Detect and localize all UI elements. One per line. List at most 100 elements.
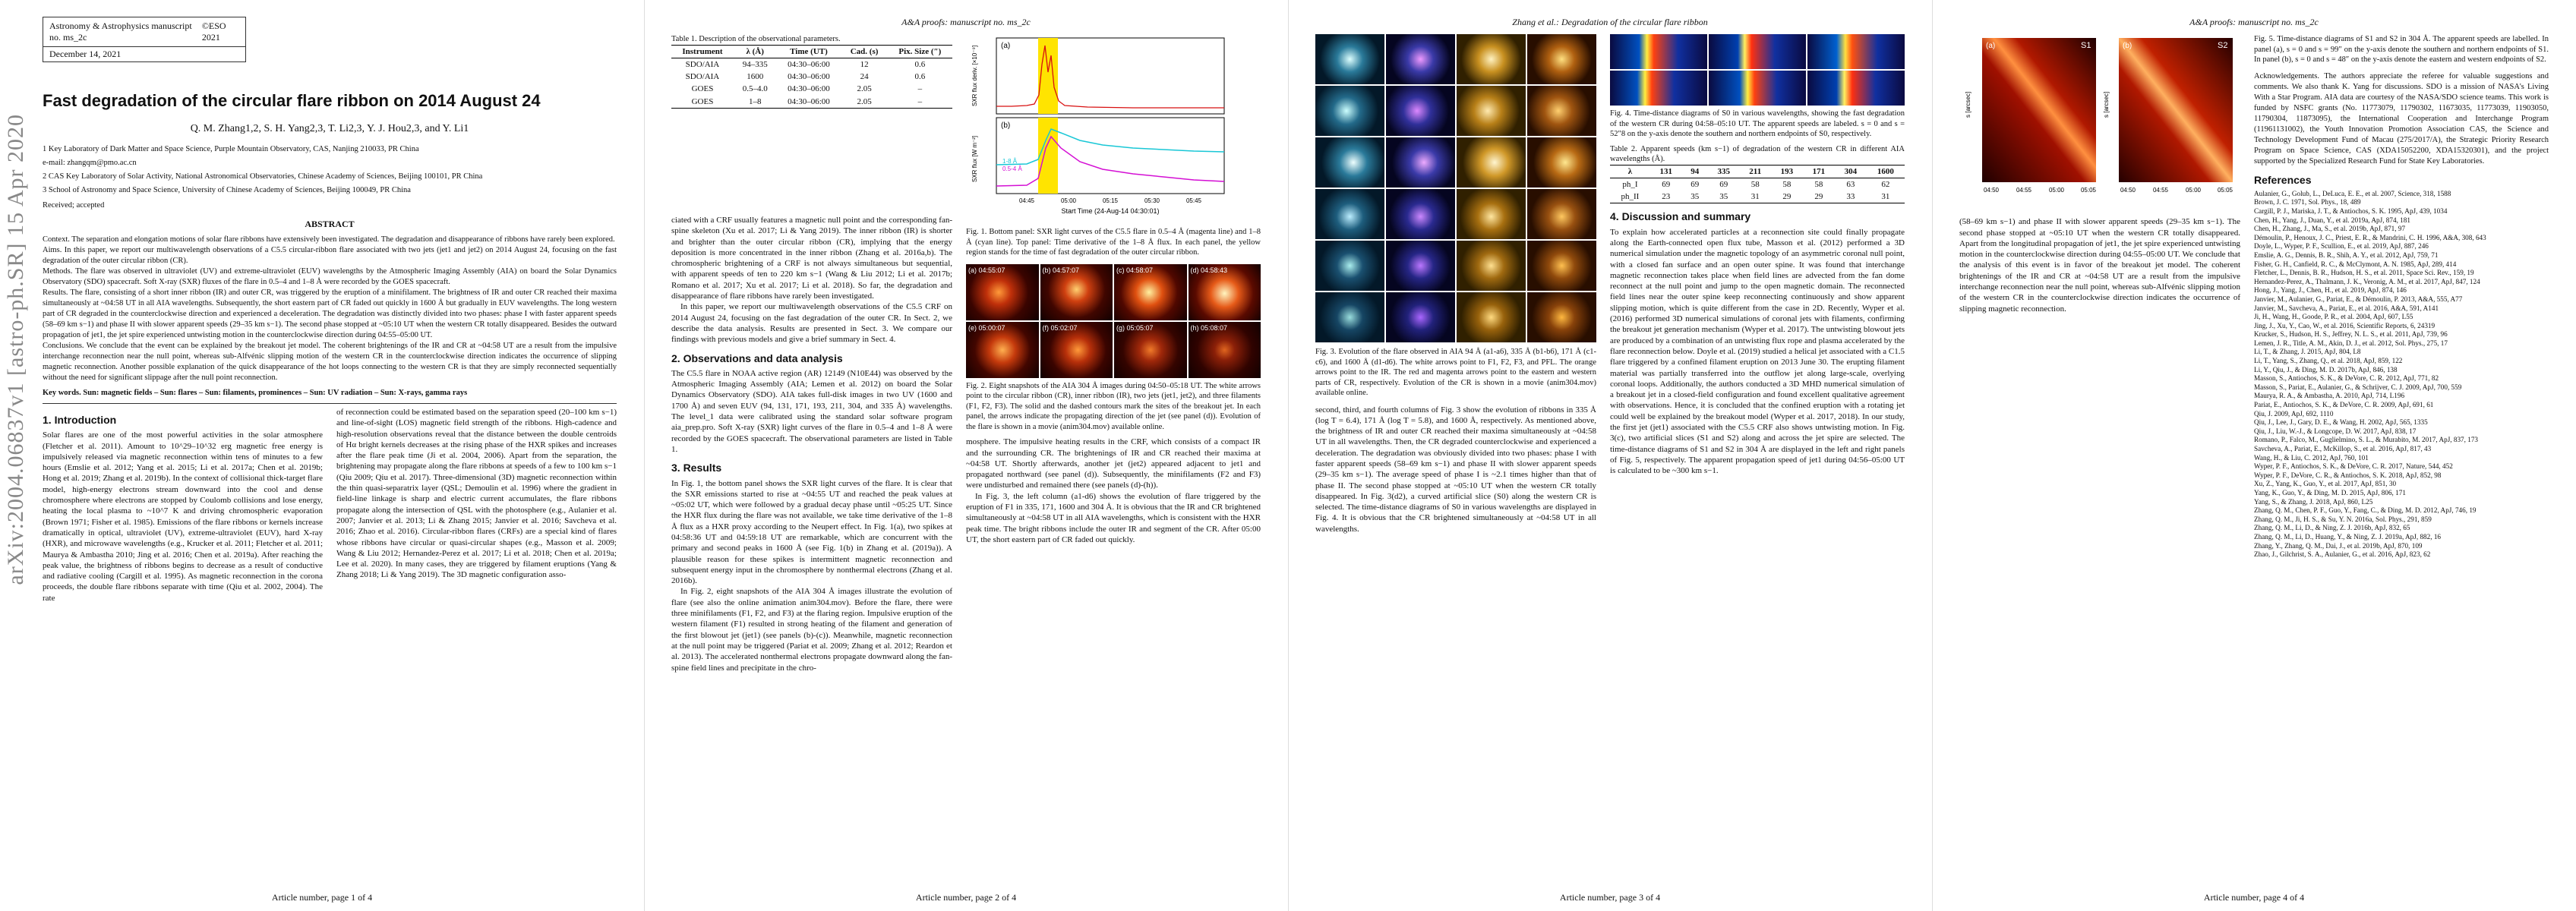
table-cell: –: [917, 84, 923, 94]
page-divider: [1288, 0, 1289, 911]
table-header: λ (Å): [733, 44, 777, 58]
fig5-xtick: 05:05: [2218, 187, 2233, 194]
table-cell: GOES: [691, 84, 714, 94]
fig1-legend-0-5-4: 0.5-4 Å: [1002, 165, 1022, 172]
reference-item: Cargill, P. J., Mariska, J. T., & Antioc…: [2254, 206, 2448, 215]
fig3-panel: [1527, 189, 1596, 239]
table-cell: ph_I: [1610, 177, 1650, 191]
table-cell: 1600: [747, 72, 764, 82]
reference-item: Krucker, S., Hudson, H. S., Jeffrey, N. …: [2254, 330, 2448, 339]
table-cell: ph_II: [1610, 191, 1650, 204]
arxiv-stamp: arXiv:2004.06837v1 [astro-ph.SR] 15 Apr …: [3, 114, 28, 585]
fig5-s1: S1: [2081, 41, 2091, 50]
table-row: GOES 1–8 04:30–06:00 2.05–: [671, 95, 952, 109]
fig3-panel: [1527, 292, 1596, 342]
p3-column-left: Fig. 3. Evolution of the flare observed …: [1315, 34, 1596, 534]
reference-item: Brown, J. C. 1971, Sol. Phys., 18, 489: [2254, 198, 2361, 206]
figure-4: [1610, 34, 1905, 106]
reference-item: Doyle, L., Wyper, P. F., Scullion, E., e…: [2254, 242, 2429, 251]
page-4: A&A proofs: manuscript no. ms_2c (a) (b)…: [1932, 0, 2576, 911]
table-cell: 0.6: [887, 57, 952, 71]
table-header: Cad. (s): [841, 44, 888, 58]
fig4-panel: [1610, 34, 1707, 69]
reference-item: Qiu, J. 2009, ApJ, 692, 1110: [2254, 409, 2334, 418]
fig2-panel: (b) 04:57:07: [1040, 263, 1113, 320]
table-cell: 62: [1866, 177, 1905, 191]
page-divider: [644, 0, 645, 911]
table-cell: 58: [1802, 177, 1835, 191]
table-cell: 31: [1866, 191, 1905, 204]
fig2-panel: (g) 05:05:07: [1114, 321, 1187, 378]
fig3-panel: [1457, 137, 1526, 188]
reference-item: Zhang, Q. M., Ji, H. S., & Su, Y. N. 201…: [2254, 515, 2432, 523]
acknowledgements: Acknowledgements. The authors appreciate…: [2254, 71, 2549, 165]
table-cell: 63: [1834, 177, 1867, 191]
fig2-panel: (e) 05:00:07: [966, 321, 1039, 378]
fig3-caption: Fig. 3. Evolution of the flare observed …: [1315, 348, 1596, 397]
abstract-conclusions: Conclusions. We conclude that the event …: [43, 342, 617, 382]
reference-item: Romano, P., Falco, M., Guglielmino, S. L…: [2254, 436, 2479, 444]
table2-caption: Table 2. Apparent speeds (km s−1) of deg…: [1610, 144, 1905, 164]
p2-column-right: (a) (b) 1-8 Å 0.5-4 Å SXR flux deriv. [×…: [966, 34, 1261, 673]
table-row: ph_I 69 69 69 58 58 58 63 62: [1610, 177, 1905, 191]
page-1: arXiv:2004.06837v1 [astro-ph.SR] 15 Apr …: [0, 0, 644, 911]
fig3-panel: [1386, 189, 1455, 239]
fig4-panel: [1807, 71, 1905, 106]
table-cell: 04:30–06:00: [788, 72, 830, 82]
reference-item: Chen, H., Yang, J., Duan, Y., et al. 201…: [2254, 216, 2410, 224]
running-header: Zhang et al.: Degradation of the circula…: [1512, 17, 1708, 27]
table-cell: 94–335: [733, 57, 777, 71]
running-header: A&A proofs: manuscript no. ms_2c: [901, 17, 1031, 27]
reference-item: Janvier, M., Savcheva, A., Pariat, E., e…: [2254, 304, 2439, 312]
table-header: 211: [1739, 164, 1771, 178]
fig3-panel: [1457, 86, 1526, 136]
p2-text-b: In this paper, we report our multiwavele…: [671, 302, 952, 345]
reference-item: Zhao, J., Gilchrist, S. A., Aulanier, G.…: [2254, 550, 2431, 559]
running-header: A&A proofs: manuscript no. ms_2c: [2189, 17, 2319, 27]
table-row: SDO/AIA 1600 04:30–06:00 24 0.6: [671, 71, 952, 83]
affiliation-1: 1 Key Laboratory of Dark Matter and Spac…: [43, 145, 419, 153]
reference-item: Wyper, P. F., DeVore, C. R., & Antiochos…: [2254, 471, 2442, 479]
reference-item: Qiu, J., Liu, W.-J., & Longcope, D. W. 2…: [2254, 427, 2417, 435]
p4-column-right: Fig. 5. Time-distance diagrams of S1 and…: [2254, 34, 2549, 560]
journal-box-date: December 14, 2021: [43, 47, 246, 62]
fig3-panel: [1527, 86, 1596, 136]
fig3-panel: [1527, 241, 1596, 291]
reference-item: Emslie, A. G., Dennis, B. R., Shih, A. Y…: [2254, 251, 2439, 259]
intro-text-2: of reconnection could be estimated based…: [336, 408, 617, 580]
reference-item: Pariat, E., Antiochos, S. K., & DeVore, …: [2254, 401, 2434, 409]
fig1-frame-b: [996, 117, 1225, 194]
fig1-caption: Fig. 1. Bottom panel: SXR light curves o…: [966, 228, 1261, 257]
reference-item: Zhang, Y., Zhang, Q. M., Dai, J., et al.…: [2254, 541, 2423, 550]
table-header: 193: [1770, 164, 1803, 178]
p2-text-e: In Fig. 2, eight snapshots of the AIA 30…: [671, 587, 952, 673]
abstract-results: Results. The flare, consisting of a shor…: [43, 288, 617, 339]
fig2-panel: (a) 04:55:07: [966, 263, 1039, 320]
table-cell: –: [887, 95, 952, 109]
fig1-panel-b: (b): [1001, 121, 1010, 130]
p2-text-d: In Fig. 1, the bottom panel shows the SX…: [671, 478, 952, 586]
table-cell: 23: [1649, 191, 1682, 204]
reference-item: Yang, K., Guo, Y., & Ding, M. D. 2015, A…: [2254, 488, 2406, 496]
fig2-panel: (h) 05:08:07: [1188, 321, 1261, 378]
reference-item: Yang, S., & Zhang, J. 2018, ApJ, 860, L2…: [2254, 497, 2373, 506]
reference-item: Aulanier, G., Golub, L., DeLuca, E. E., …: [2254, 189, 2451, 197]
fig4-panel: [1610, 71, 1707, 106]
table-header: 304: [1834, 164, 1867, 178]
reference-item: Li, T., & Zhang, J. 2015, ApJ, 804, L8: [2254, 348, 2361, 356]
p1-column-left: 1. Introduction Solar flares are one of …: [43, 407, 323, 673]
table-cell: 04:30–06:00: [776, 57, 841, 71]
table-cell: 58: [1770, 177, 1803, 191]
reference-item: Jing, J., Xu, Y., Cao, W., et al. 2016, …: [2254, 321, 2436, 329]
page-footer: Article number, page 3 of 4: [1559, 892, 1661, 903]
fig4-panel: [1807, 34, 1905, 69]
abstract-methods: Methods. The flare was observed in ultra…: [43, 267, 617, 286]
fig3-panel: [1315, 241, 1384, 291]
reference-item: Masson, S., Antiochos, S. K., & DeVore, …: [2254, 374, 2439, 383]
keywords: Key words. Sun: magnetic fields – Sun: f…: [43, 388, 617, 404]
fig1-xtick: 05:00: [1061, 197, 1077, 204]
fig3-panel: [1457, 189, 1526, 239]
fig1-xtick: 04:45: [1019, 197, 1035, 204]
table-cell: 35: [1681, 191, 1708, 204]
reference-item: Hong, J., Yang, J., Chen, H., et al. 201…: [2254, 286, 2407, 295]
